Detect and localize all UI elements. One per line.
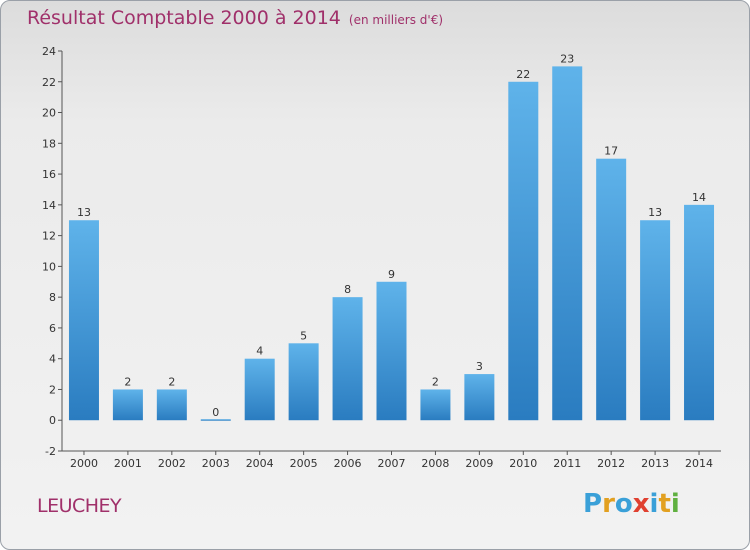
bar-2002 <box>156 389 187 421</box>
bar-2005 <box>288 343 319 421</box>
data-label-2009: 3 <box>476 360 483 373</box>
x-tick-label: 2005 <box>290 457 318 470</box>
bar-2009 <box>464 374 495 421</box>
commune-name: LEUCHEY <box>37 495 122 517</box>
data-label-2014: 14 <box>692 191 706 204</box>
x-tick-label: 2013 <box>641 457 669 470</box>
y-tick-label: 8 <box>49 291 56 304</box>
data-label-2003: 0 <box>212 406 219 419</box>
y-tick-label: 10 <box>42 260 56 273</box>
logo-letter: r <box>602 489 615 519</box>
data-label-2011: 23 <box>560 52 574 65</box>
bars-group <box>68 66 715 421</box>
data-label-2005: 5 <box>300 329 307 342</box>
proxiti-logo: Proxiti <box>583 489 680 519</box>
y-tick-label: 14 <box>42 199 56 212</box>
title-text: Résultat Comptable 2000 à 2014 <box>27 7 341 29</box>
data-label-2008: 2 <box>432 375 439 388</box>
x-tick-label: 2012 <box>597 457 625 470</box>
bar-2004 <box>244 358 275 421</box>
x-tick-label: 2004 <box>246 457 274 470</box>
y-tick-label: 20 <box>42 107 56 120</box>
bar-2008 <box>420 389 451 421</box>
data-label-2002: 2 <box>168 375 175 388</box>
chart-subtitle: (en milliers d'€) <box>348 13 444 27</box>
data-label-2004: 4 <box>256 345 263 358</box>
data-label-2001: 2 <box>124 375 131 388</box>
y-tick-label: -2 <box>45 445 56 458</box>
x-tick-label: 2007 <box>378 457 406 470</box>
logo-letter: o <box>614 489 633 519</box>
bar-2010 <box>508 81 539 421</box>
logo-letter: t <box>658 489 671 519</box>
bar-2011 <box>552 66 583 421</box>
logo-letter: x <box>632 489 650 519</box>
bar-2006 <box>332 297 363 421</box>
bar-2001 <box>112 389 143 421</box>
logo-letter: i <box>649 489 659 519</box>
y-tick-label: 2 <box>49 383 56 396</box>
data-label-2006: 8 <box>344 283 351 296</box>
x-tick-label: 2010 <box>509 457 537 470</box>
bar-2013 <box>640 220 671 421</box>
y-tick-label: 18 <box>42 137 56 150</box>
data-label-2000: 13 <box>77 206 91 219</box>
x-tick-label: 2014 <box>685 457 713 470</box>
y-tick-label: 6 <box>49 322 56 335</box>
y-tick-label: 24 <box>42 45 56 58</box>
y-tick-label: 16 <box>42 168 56 181</box>
x-tick-label: 2003 <box>202 457 230 470</box>
x-tick-label: 2009 <box>465 457 493 470</box>
x-tick-label: 2011 <box>553 457 581 470</box>
x-tick-label: 2002 <box>158 457 186 470</box>
x-tick-label: 2006 <box>334 457 362 470</box>
x-tick-label: 2000 <box>70 457 98 470</box>
bar-2007 <box>376 281 407 421</box>
y-tick-label: 22 <box>42 76 56 89</box>
y-tick-label: 4 <box>49 353 56 366</box>
data-label-2010: 22 <box>516 68 530 81</box>
data-label-2013: 13 <box>648 206 662 219</box>
bar-2014 <box>684 204 715 421</box>
chart-title: Résultat Comptable 2000 à 2014 (en millie… <box>27 7 443 29</box>
x-tick-label: 2008 <box>421 457 449 470</box>
logo-letter: P <box>583 489 603 519</box>
data-label-2012: 17 <box>604 145 618 158</box>
data-label-2007: 9 <box>388 268 395 281</box>
logo-letter: i <box>670 489 680 519</box>
y-tick-label: 12 <box>42 230 56 243</box>
x-tick-label: 2001 <box>114 457 142 470</box>
bar-2012 <box>596 158 627 421</box>
bar-2000 <box>68 220 99 421</box>
y-tick-label: 0 <box>49 414 56 427</box>
bar-2003 <box>200 419 231 421</box>
